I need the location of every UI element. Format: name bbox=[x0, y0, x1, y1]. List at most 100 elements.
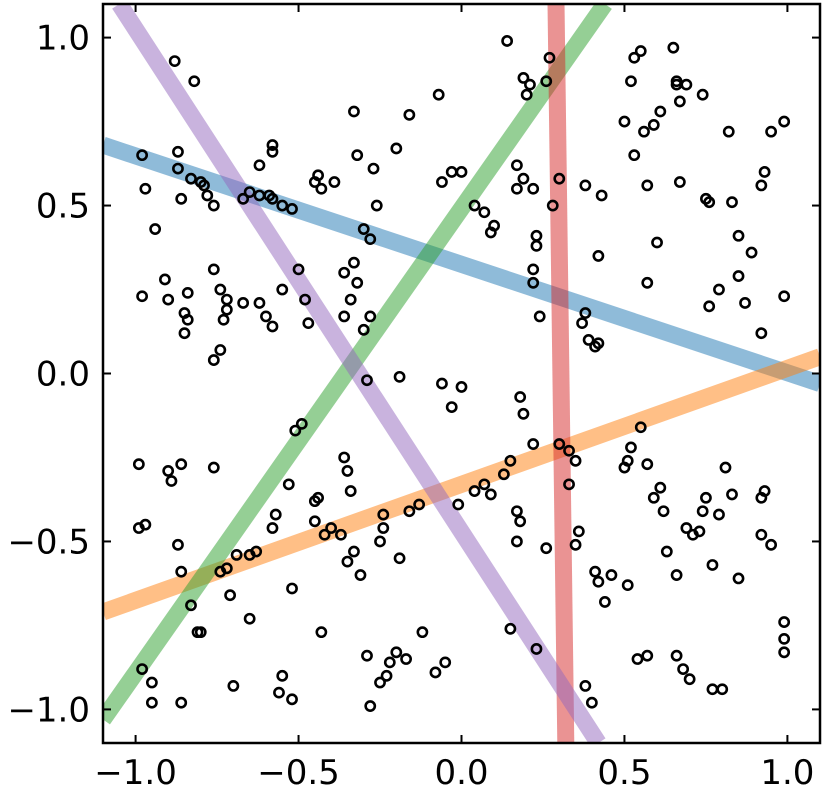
scatter-point bbox=[719, 461, 732, 474]
fitted-line bbox=[547, 4, 575, 743]
scatter-point bbox=[621, 454, 634, 467]
scatter-point bbox=[589, 565, 602, 578]
scatter-point bbox=[273, 686, 285, 699]
scatter-point bbox=[289, 424, 302, 437]
scatter-point bbox=[778, 616, 791, 628]
scatter-point bbox=[647, 119, 660, 131]
scatter-point bbox=[351, 276, 364, 289]
scatter-point bbox=[328, 176, 341, 188]
scatter-point bbox=[315, 182, 328, 195]
scatter-point bbox=[755, 327, 768, 340]
scatter-point bbox=[765, 538, 778, 551]
scatter-point bbox=[445, 166, 458, 178]
scatter-point bbox=[400, 653, 412, 665]
scatter-point bbox=[230, 548, 243, 561]
scatter-point bbox=[693, 525, 706, 538]
scatter-point bbox=[739, 297, 751, 309]
scatter-point bbox=[533, 310, 546, 323]
scatter-point bbox=[628, 149, 641, 162]
scatter-point bbox=[732, 270, 745, 282]
scatter-point bbox=[520, 88, 533, 101]
scatter-point bbox=[348, 545, 360, 558]
scatter-point bbox=[673, 95, 686, 108]
scatter-point bbox=[625, 75, 637, 88]
scatter-point bbox=[416, 626, 429, 639]
scatter-point bbox=[266, 320, 279, 333]
scatter-point bbox=[344, 485, 357, 497]
scatter-point bbox=[631, 653, 644, 665]
scatter-point bbox=[511, 159, 523, 172]
scatter-point bbox=[139, 182, 152, 195]
scatter-point bbox=[732, 572, 745, 585]
scatter-point bbox=[220, 303, 233, 316]
scatter-point bbox=[172, 162, 184, 175]
scatter-point bbox=[484, 488, 497, 501]
scatter-point bbox=[220, 293, 233, 306]
scatter-point bbox=[641, 649, 654, 662]
fitted-line bbox=[103, 137, 820, 392]
scatter-point bbox=[344, 293, 357, 306]
scatter-point bbox=[592, 337, 605, 350]
scatter-point bbox=[224, 589, 237, 602]
scatter-point bbox=[338, 266, 351, 279]
scatter-point bbox=[657, 505, 670, 518]
scatter-point bbox=[214, 344, 227, 356]
scatter-point bbox=[778, 290, 791, 303]
scatter-point bbox=[220, 562, 233, 575]
scatter-point bbox=[716, 683, 729, 696]
scatter-point bbox=[654, 481, 667, 494]
scatter-point bbox=[403, 108, 416, 121]
scatter-point bbox=[243, 186, 256, 199]
scatter-point bbox=[348, 256, 360, 269]
scatter-point bbox=[132, 458, 145, 471]
y-tick-label: −0.5 bbox=[7, 522, 90, 562]
scatter-point bbox=[292, 263, 305, 276]
scatter-point bbox=[530, 229, 543, 242]
scatter-point bbox=[514, 391, 527, 403]
scatter-point bbox=[527, 276, 540, 289]
scatter-point bbox=[243, 612, 256, 625]
scatter-point bbox=[276, 669, 289, 682]
plot-frame bbox=[101, 2, 822, 745]
scatter-point bbox=[312, 491, 324, 504]
scatter-point bbox=[579, 679, 592, 692]
scatter-point bbox=[364, 700, 377, 712]
scatter-point bbox=[680, 78, 693, 91]
scatter-point bbox=[517, 72, 530, 84]
scatter-point bbox=[266, 139, 279, 151]
scatter-point bbox=[497, 468, 510, 481]
scatter-point bbox=[390, 646, 403, 659]
scatter-point bbox=[315, 626, 328, 639]
scatter-point bbox=[217, 313, 230, 326]
scatter-point bbox=[579, 179, 592, 192]
scatter-point bbox=[540, 542, 553, 555]
scatter-point bbox=[755, 179, 768, 192]
scatter-point bbox=[299, 293, 311, 306]
y-tick-label: −1.0 bbox=[7, 690, 90, 730]
y-tick-label: 0.5 bbox=[36, 187, 90, 227]
scatter-point bbox=[638, 125, 650, 138]
scatter-point bbox=[286, 203, 298, 215]
scatter-point bbox=[361, 374, 373, 387]
scatter-point bbox=[383, 656, 396, 669]
scatter-point bbox=[504, 622, 517, 635]
x-tick-label: −0.5 bbox=[257, 753, 340, 789]
scatter-point bbox=[172, 538, 184, 551]
x-tick-label: 0.0 bbox=[434, 753, 488, 789]
scatter-point bbox=[445, 401, 458, 413]
scatter-point bbox=[175, 192, 188, 205]
scatter-point bbox=[758, 166, 771, 178]
scatter-point bbox=[168, 55, 181, 68]
scatter-point bbox=[266, 145, 279, 158]
scatter-point bbox=[214, 283, 227, 296]
scatter-point bbox=[524, 78, 536, 91]
scatter-point bbox=[393, 370, 406, 383]
scatter-point bbox=[778, 632, 791, 645]
scatter-point bbox=[237, 297, 250, 309]
axis-ticks-layer bbox=[103, 4, 820, 743]
scatter-point bbox=[599, 596, 611, 608]
scatter-point bbox=[364, 310, 377, 323]
scatter-point bbox=[572, 525, 585, 538]
scatter-point bbox=[625, 441, 637, 454]
